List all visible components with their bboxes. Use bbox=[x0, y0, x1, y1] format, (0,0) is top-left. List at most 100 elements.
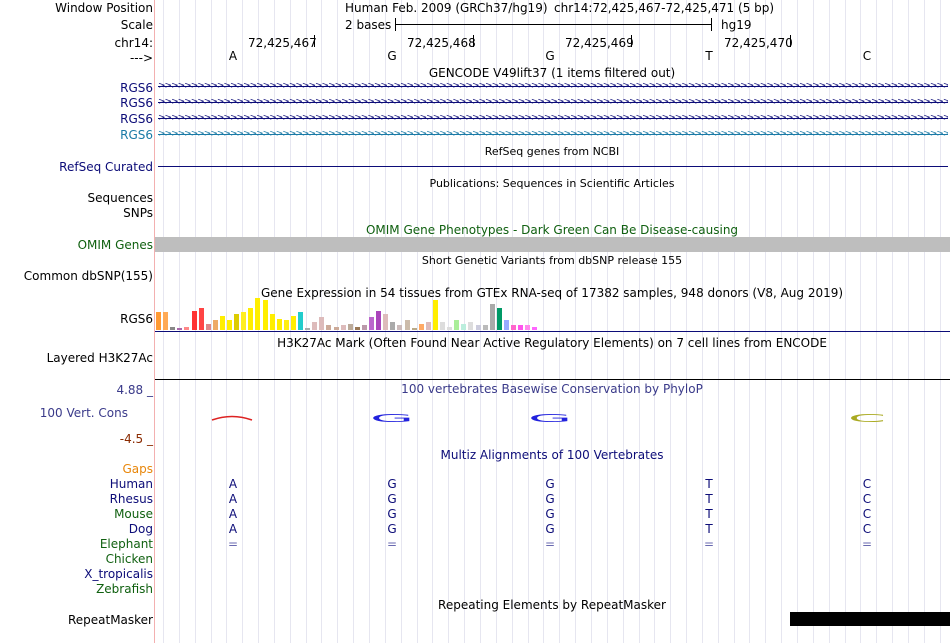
gtex-tissue-bar[interactable] bbox=[412, 328, 417, 330]
gtex-tissue-bar[interactable] bbox=[369, 317, 374, 330]
gtex-tissue-bar[interactable] bbox=[284, 320, 289, 330]
gencode-item-4[interactable]: RGS6 bbox=[120, 128, 153, 142]
h3k27ac-title[interactable]: H3K27Ac Mark (Often Found Near Active Re… bbox=[277, 336, 827, 350]
refseq-label[interactable]: RefSeq Curated bbox=[59, 160, 153, 174]
gene-model-line[interactable] bbox=[158, 134, 948, 135]
dbsnp-title[interactable]: Short Genetic Variants from dbSNP releas… bbox=[421, 254, 683, 267]
gtex-tissue-bar[interactable] bbox=[277, 319, 282, 330]
gtex-tissue-bar[interactable] bbox=[326, 325, 331, 330]
gtex-tissue-bar[interactable] bbox=[419, 324, 424, 330]
gene-model-line[interactable] bbox=[158, 86, 948, 87]
multiz-species-x_tropicalis[interactable]: X_tropicalis bbox=[84, 567, 153, 581]
refseq-title[interactable]: RefSeq genes from NCBI bbox=[484, 145, 620, 158]
gencode-item-1[interactable]: RGS6 bbox=[120, 81, 153, 95]
gtex-tissue-bar[interactable] bbox=[206, 324, 211, 330]
omim-label[interactable]: OMIM Genes bbox=[77, 238, 153, 252]
gtex-tissue-bar[interactable] bbox=[497, 308, 502, 330]
gtex-tissue-bar[interactable] bbox=[305, 328, 310, 330]
multiz-species-rhesus[interactable]: Rhesus bbox=[109, 492, 153, 506]
gene-model-chevrons[interactable]: >>>>>>>>>>>>>>>>>>>>>>>>>>>>>>>>>>>>>>>>… bbox=[158, 114, 948, 123]
multiz-species-mouse[interactable]: Mouse bbox=[114, 507, 153, 521]
publications-label-snps[interactable]: SNPs bbox=[123, 206, 153, 220]
gtex-tissue-bar[interactable] bbox=[433, 300, 438, 330]
dbsnp-label[interactable]: Common dbSNP(155) bbox=[23, 269, 153, 283]
h3k27ac-label[interactable]: Layered H3K27Ac bbox=[46, 351, 153, 365]
gtex-tissue-bar[interactable] bbox=[192, 311, 197, 330]
gtex-tissue-bar[interactable] bbox=[383, 314, 388, 330]
gene-model-line[interactable] bbox=[158, 118, 948, 119]
gtex-tissue-bar[interactable] bbox=[454, 320, 459, 330]
gtex-tissue-bar[interactable] bbox=[291, 316, 296, 330]
gtex-tissue-bar[interactable] bbox=[405, 320, 410, 330]
repeatmasker-element[interactable] bbox=[790, 612, 950, 626]
gtex-tissue-bar[interactable] bbox=[348, 324, 353, 330]
gtex-tissue-bar[interactable] bbox=[376, 311, 381, 330]
cons-title[interactable]: 100 vertebrates Basewise Conservation by… bbox=[401, 382, 703, 396]
gtex-tissue-bar[interactable] bbox=[525, 325, 530, 330]
gtex-tissue-bar[interactable] bbox=[298, 312, 303, 330]
gtex-tissue-bar[interactable] bbox=[397, 325, 402, 330]
gtex-tissue-bar[interactable] bbox=[440, 322, 445, 330]
gtex-tissue-bar[interactable] bbox=[362, 325, 367, 330]
publications-label-sequences[interactable]: Sequences bbox=[87, 191, 153, 205]
gtex-tissue-bar[interactable] bbox=[213, 320, 218, 330]
gtex-tissue-bar[interactable] bbox=[483, 325, 488, 330]
multiz-species-zebrafish[interactable]: Zebrafish bbox=[96, 582, 153, 596]
gtex-tissue-bar[interactable] bbox=[532, 327, 537, 330]
gtex-tissue-bar[interactable] bbox=[227, 320, 232, 330]
gtex-tissue-bar[interactable] bbox=[170, 327, 175, 330]
gtex-tissue-bar[interactable] bbox=[461, 324, 466, 330]
gene-model-chevrons[interactable]: >>>>>>>>>>>>>>>>>>>>>>>>>>>>>>>>>>>>>>>>… bbox=[158, 98, 948, 107]
gtex-tissue-bar[interactable] bbox=[468, 322, 473, 330]
gencode-item-3[interactable]: RGS6 bbox=[120, 112, 153, 126]
gtex-bar-chart[interactable] bbox=[156, 298, 546, 330]
gtex-tissue-bar[interactable] bbox=[426, 322, 431, 330]
label-divider[interactable] bbox=[154, 0, 155, 643]
gtex-tissue-bar[interactable] bbox=[234, 314, 239, 330]
gene-model-chevrons[interactable]: >>>>>>>>>>>>>>>>>>>>>>>>>>>>>>>>>>>>>>>>… bbox=[158, 82, 948, 91]
gtex-tissue-bar[interactable] bbox=[163, 312, 168, 330]
gtex-tissue-bar[interactable] bbox=[319, 317, 324, 330]
publications-title[interactable]: Publications: Sequences in Scientific Ar… bbox=[429, 177, 675, 190]
gtex-tissue-bar[interactable] bbox=[447, 327, 452, 330]
gtex-tissue-bar[interactable] bbox=[312, 322, 317, 330]
gtex-tissue-bar[interactable] bbox=[341, 325, 346, 330]
repeatmasker-label[interactable]: RepeatMasker bbox=[67, 613, 153, 627]
gtex-tissue-bar[interactable] bbox=[241, 312, 246, 330]
gtex-tissue-bar[interactable] bbox=[355, 327, 360, 330]
multiz-species-gaps[interactable]: Gaps bbox=[122, 462, 153, 476]
gene-model-chevrons[interactable]: >>>>>>>>>>>>>>>>>>>>>>>>>>>>>>>>>>>>>>>>… bbox=[158, 130, 948, 139]
gtex-tissue-bar[interactable] bbox=[263, 300, 268, 330]
gtex-label[interactable]: RGS6 bbox=[120, 312, 153, 326]
gtex-tissue-bar[interactable] bbox=[476, 325, 481, 330]
multiz-title[interactable]: Multiz Alignments of 100 Vertebrates bbox=[440, 448, 664, 462]
repeatmasker-title[interactable]: Repeating Elements by RepeatMasker bbox=[438, 598, 666, 612]
gtex-tissue-bar[interactable] bbox=[177, 328, 182, 330]
gtex-title[interactable]: Gene Expression in 54 tissues from GTEx … bbox=[260, 286, 844, 300]
omim-title[interactable]: OMIM Gene Phenotypes - Dark Green Can Be… bbox=[365, 223, 739, 237]
multiz-species-elephant[interactable]: Elephant bbox=[99, 537, 153, 551]
gencode-title[interactable]: GENCODE V49lift37 (1 items filtered out) bbox=[428, 66, 676, 80]
gtex-tissue-bar[interactable] bbox=[199, 308, 204, 330]
cons-label[interactable]: 100 Vert. Cons bbox=[39, 406, 128, 420]
gtex-tissue-bar[interactable] bbox=[255, 298, 260, 330]
gtex-tissue-bar[interactable] bbox=[334, 327, 339, 330]
gtex-tissue-bar[interactable] bbox=[270, 314, 275, 330]
gtex-tissue-bar[interactable] bbox=[518, 325, 523, 330]
gtex-tissue-bar[interactable] bbox=[511, 325, 516, 330]
gtex-tissue-bar[interactable] bbox=[156, 312, 161, 330]
gtex-tissue-bar[interactable] bbox=[504, 320, 509, 330]
multiz-species-human[interactable]: Human bbox=[109, 477, 153, 491]
multiz-species-chicken[interactable]: Chicken bbox=[105, 552, 153, 566]
gtex-tissue-bar[interactable] bbox=[220, 316, 225, 330]
gtex-tissue-bar[interactable] bbox=[390, 322, 395, 330]
gene-model-line[interactable] bbox=[158, 102, 948, 103]
multiz-species-dog[interactable]: Dog bbox=[128, 522, 153, 536]
gtex-tissue-bar[interactable] bbox=[184, 327, 189, 330]
gtex-tissue-bar[interactable] bbox=[248, 308, 253, 330]
gencode-item-2[interactable]: RGS6 bbox=[120, 96, 153, 110]
gtex-tissue-bar[interactable] bbox=[490, 304, 495, 330]
refseq-gene-line[interactable] bbox=[158, 166, 948, 167]
omim-bar[interactable] bbox=[155, 237, 950, 252]
cons-logo[interactable]: G G C bbox=[155, 410, 950, 426]
